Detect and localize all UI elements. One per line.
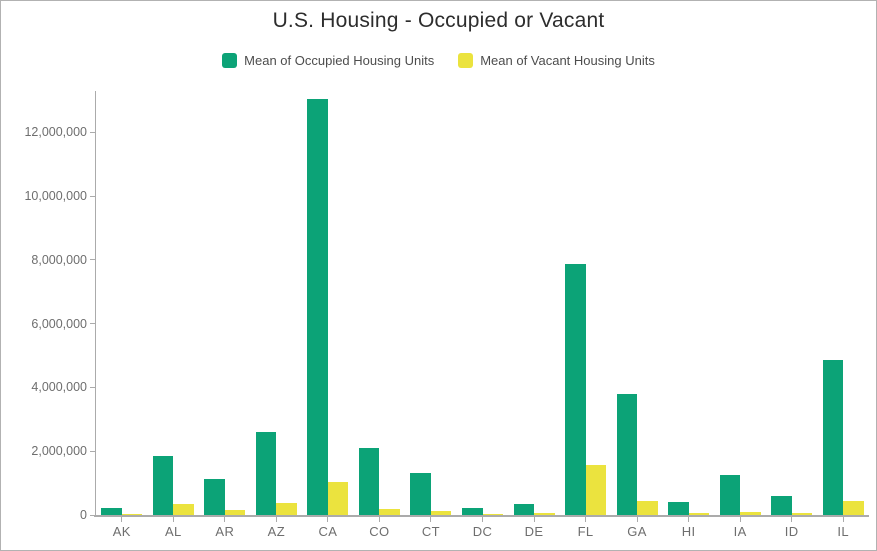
y-axis-tick — [90, 386, 96, 388]
x-axis-label-AL: AL — [164, 524, 182, 539]
bar-occupied-HI[interactable] — [668, 501, 689, 515]
y-axis-tick — [90, 195, 96, 197]
x-axis-tick-AL — [172, 516, 174, 522]
bar-occupied-IA[interactable] — [719, 475, 741, 515]
y-axis-label-10000000: 10,000,000 — [24, 189, 87, 204]
bar-occupied-AL[interactable] — [152, 455, 174, 515]
y-axis-label-4000000: 4,000,000 — [31, 380, 87, 395]
bar-vacant-DC[interactable] — [482, 514, 503, 515]
bar-vacant-AR[interactable] — [224, 510, 246, 515]
bar-occupied-CA[interactable] — [307, 99, 328, 515]
bar-vacant-AK[interactable] — [121, 513, 143, 515]
bar-vacant-AL[interactable] — [173, 503, 194, 515]
x-axis-label-CO: CO — [369, 524, 390, 539]
vacant-series-swatch-icon — [458, 53, 474, 68]
x-axis-tick-FL — [585, 516, 587, 522]
bar-vacant-HI[interactable] — [688, 513, 710, 515]
x-axis-tick-HI — [688, 516, 690, 522]
bar-occupied-CT[interactable] — [410, 472, 431, 515]
bar-vacant-DE[interactable] — [534, 512, 555, 515]
x-axis-tick-CA — [327, 516, 329, 522]
bar-vacant-CT[interactable] — [430, 511, 452, 515]
x-axis-tick-AZ — [275, 516, 277, 522]
x-axis-tick-DE — [533, 516, 535, 522]
bar-vacant-CO[interactable] — [379, 509, 400, 515]
bar-occupied-AK[interactable] — [101, 507, 122, 515]
bar-occupied-IL[interactable] — [822, 360, 844, 515]
x-axis-tick-CT — [430, 516, 432, 522]
bar-vacant-ID[interactable] — [791, 513, 813, 515]
x-axis-label-FL: FL — [577, 524, 594, 539]
bar-vacant-CA[interactable] — [327, 481, 349, 515]
bar-occupied-CO[interactable] — [358, 447, 380, 515]
bar-vacant-FL[interactable] — [585, 464, 607, 515]
x-axis-tick-CO — [378, 516, 380, 522]
x-axis-tick-AK — [121, 516, 123, 522]
x-axis-tick-IA — [739, 516, 741, 522]
bar-vacant-GA[interactable] — [637, 500, 658, 515]
legend-item-vacant[interactable]: Mean of Vacant Housing Units — [458, 53, 655, 68]
y-axis-label-2000000: 2,000,000 — [31, 444, 87, 459]
x-axis-label-DC: DC — [472, 524, 493, 539]
x-axis-tick-AR — [224, 516, 226, 522]
chart-title: U.S. Housing - Occupied or Vacant — [272, 9, 605, 32]
bar-occupied-GA[interactable] — [616, 393, 638, 515]
x-axis-label-IL: IL — [837, 524, 850, 539]
y-axis-label-8000000: 8,000,000 — [31, 252, 87, 267]
y-axis-tick — [90, 514, 96, 516]
x-axis-label-AR: AR — [215, 524, 235, 539]
y-axis-tick — [90, 450, 96, 452]
y-axis-label-0: 0 — [80, 508, 87, 522]
x-axis-label-ID: ID — [784, 524, 799, 539]
y-axis-label-6000000: 6,000,000 — [31, 316, 87, 331]
x-axis-label-AK: AK — [112, 524, 131, 539]
x-axis-label-GA: GA — [627, 524, 647, 539]
x-axis-tick-GA — [636, 516, 638, 522]
bar-occupied-DE[interactable] — [513, 503, 535, 515]
bar-occupied-FL[interactable] — [565, 263, 586, 515]
x-axis-tick-IL — [842, 516, 844, 522]
x-axis-tick-DC — [482, 516, 483, 522]
bar-vacant-IL[interactable] — [843, 500, 864, 515]
x-axis-label-AZ: AZ — [267, 524, 286, 539]
bar-occupied-DC[interactable] — [462, 507, 483, 515]
legend-label-occupied: Mean of Occupied Housing Units — [244, 53, 435, 68]
x-axis-label-HI: HI — [681, 524, 696, 539]
bar-vacant-IA[interactable] — [740, 511, 761, 515]
x-axis-tick-ID — [791, 516, 793, 522]
x-axis-line — [94, 515, 869, 517]
bar-occupied-AZ[interactable] — [255, 432, 277, 515]
legend-label-vacant: Mean of Vacant Housing Units — [480, 53, 655, 68]
bar-occupied-AR[interactable] — [204, 479, 225, 515]
y-axis-line — [95, 91, 96, 515]
legend: Mean of Occupied Housing Units Mean of V… — [1, 53, 876, 68]
x-axis-label-DE: DE — [524, 524, 544, 539]
y-axis-label-12000000: 12,000,000 — [24, 125, 87, 140]
x-axis-label-CT: CT — [421, 524, 441, 539]
y-axis-tick — [90, 259, 96, 261]
y-axis-tick — [90, 131, 96, 133]
bar-vacant-AZ[interactable] — [276, 503, 297, 515]
occupied-series-swatch-icon — [222, 53, 238, 68]
x-axis-label-CA: CA — [318, 524, 338, 539]
x-axis-label-IA: IA — [733, 524, 747, 539]
legend-item-occupied[interactable]: Mean of Occupied Housing Units — [222, 53, 434, 68]
y-axis-tick — [90, 323, 96, 325]
bar-occupied-ID[interactable] — [771, 495, 792, 515]
